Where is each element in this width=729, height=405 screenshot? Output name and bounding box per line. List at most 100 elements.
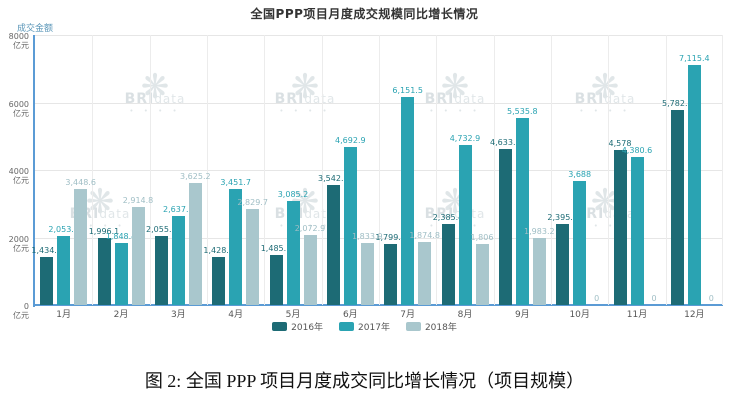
gridline-x [264, 35, 265, 305]
bar-2017年-1月[interactable] [57, 236, 71, 305]
x-axis-label-2月: 2月 [113, 310, 129, 320]
gridline-x [150, 35, 151, 305]
bar-value-label: 2,395.5 [547, 213, 578, 222]
bar-value-label: 5,782.3 [662, 99, 693, 108]
bar-2018年-1月[interactable] [74, 189, 88, 305]
bar-2016年-6月[interactable] [326, 185, 340, 305]
bar-value-label: 3,542.1 [318, 174, 349, 183]
y-axis-tick-0: 0 亿元 [13, 302, 29, 320]
bar-value-label: 2,055.8 [146, 225, 177, 234]
chart-title: 全国PPP项目月度成交规模同比增长情况 [250, 7, 479, 21]
gridline-x [436, 35, 437, 305]
legend-item-2017年[interactable]: 2017年 [339, 320, 390, 333]
bar-2017年-8月[interactable] [458, 145, 472, 305]
gridline-x [551, 35, 552, 305]
bar-value-label: 1,428.1 [203, 246, 234, 255]
bar-2016年-1月[interactable] [40, 257, 54, 305]
bar-value-label: 4,380.6 [621, 146, 653, 155]
bar-value-label: 7,115.4 [679, 54, 710, 63]
x-axis-label-1月: 1月 [56, 310, 72, 320]
bar-value-label: 1,874.8 [409, 231, 440, 240]
bar-value-label: 0 [651, 294, 657, 303]
bar-value-label: 4,732.9 [449, 134, 481, 143]
bar-value-label: 3,451.7 [220, 178, 251, 187]
legend-label: 2018年 [424, 323, 457, 333]
gridline-x [722, 35, 723, 305]
bar-2018年-6月[interactable] [360, 243, 374, 305]
bar-value-label: 2,829.7 [237, 198, 268, 207]
bar-2018年-7月[interactable] [418, 242, 432, 305]
bar-value-label: 6,151.5 [392, 86, 423, 95]
x-axis-label-8月: 8月 [457, 310, 473, 320]
x-axis-label-4月: 4月 [228, 310, 244, 320]
bar-value-label: 4,578 [608, 139, 632, 148]
bar-value-label: 5,535.8 [507, 107, 538, 116]
bar-value-label: 1,799.0 [375, 233, 406, 242]
bar-2018年-8月[interactable] [475, 244, 489, 305]
bar-2016年-12月[interactable] [670, 110, 684, 305]
bar-value-label: 1,833.9 [352, 232, 383, 241]
gridline-x [494, 35, 495, 305]
legend-item-2018年[interactable]: 2018年 [405, 320, 457, 333]
bar-value-label: 2,637.6 [163, 205, 194, 214]
gridline-x [92, 35, 93, 305]
bar-2016年-2月[interactable] [97, 238, 111, 305]
y-axis-tick-4000: 4000 亿元 [8, 167, 29, 185]
bar-2017年-9月[interactable] [515, 118, 529, 305]
bar-value-label: 2,053.2 [48, 225, 79, 234]
bar-2017年-4月[interactable] [229, 189, 243, 305]
bar-2016年-5月[interactable] [269, 255, 283, 305]
bar-2018年-9月[interactable] [532, 238, 546, 305]
gridline-x [379, 35, 380, 305]
bar-2017年-11月[interactable] [630, 157, 644, 305]
bar-2016年-10月[interactable] [556, 224, 570, 305]
x-axis-label-12月: 12月 [684, 310, 705, 320]
legend-item-2016年[interactable]: 2016年 [272, 320, 323, 333]
x-axis-labels: 1月 2月 3月 4月 5月 6月 7月 8月 9月 10月 11月 12月 [35, 307, 723, 320]
y-axis-tick-2000: 2000 亿元 [8, 234, 29, 253]
bar-2016年-3月[interactable] [154, 236, 168, 305]
bar-2017年-10月[interactable] [573, 181, 587, 305]
x-axis-line [33, 304, 723, 306]
x-axis-label-9月: 9月 [514, 310, 530, 320]
bar-value-label: 3,625.2 [180, 172, 211, 181]
legend-label: 2017年 [358, 323, 390, 333]
bar-value-label: 0 [594, 294, 600, 303]
bar-2018年-5月[interactable] [303, 235, 317, 305]
gridline-x [608, 35, 609, 305]
bar-2017年-3月[interactable] [171, 216, 185, 305]
bar-2016年-11月[interactable] [613, 150, 627, 305]
bar-value-label: 1,983.2 [524, 227, 555, 236]
y-axis-title: 成交金额 [17, 24, 54, 34]
bar-2017年-2月[interactable] [114, 243, 128, 305]
bar-value-label: 3,448.6 [65, 178, 96, 187]
bar-value-label: 3,688 [568, 170, 592, 179]
bar-value-label: 1,848.4 [105, 232, 137, 241]
x-axis-label-11月: 11月 [626, 310, 648, 320]
y-axis-line [33, 35, 35, 307]
bar-2016年-7月[interactable] [384, 244, 398, 305]
gridline-x [666, 35, 667, 305]
bar-2017年-7月[interactable] [401, 97, 415, 305]
bar-value-label: 4,692.9 [335, 136, 366, 145]
x-axis-label-7月: 7月 [400, 310, 416, 320]
bar-value-label: 0 [708, 294, 714, 303]
bar-2016年-4月[interactable] [212, 257, 226, 305]
bar-2017年-12月[interactable] [687, 65, 701, 305]
bar-value-label: 1,996.1 [88, 227, 120, 236]
bar-value-label: 2,914.8 [122, 196, 154, 205]
legend-swatch [405, 322, 421, 331]
bar-value-label: 1,485.1 [260, 244, 292, 253]
x-axis-label-10月: 10月 [569, 310, 590, 320]
bar-value-label: 3,085.2 [277, 190, 309, 199]
x-axis-label-3月: 3月 [170, 310, 186, 320]
bar-2016年-9月[interactable] [498, 149, 512, 305]
bar-2016年-8月[interactable] [441, 224, 455, 305]
bar-2017年-6月[interactable] [343, 147, 357, 305]
bar-2018年-3月[interactable] [188, 183, 202, 305]
bar-2017年-5月[interactable] [286, 201, 300, 305]
bar-2018年-4月[interactable] [246, 209, 260, 305]
x-axis-label-6月: 6月 [342, 310, 358, 320]
bar-2018年-2月[interactable] [131, 207, 145, 305]
